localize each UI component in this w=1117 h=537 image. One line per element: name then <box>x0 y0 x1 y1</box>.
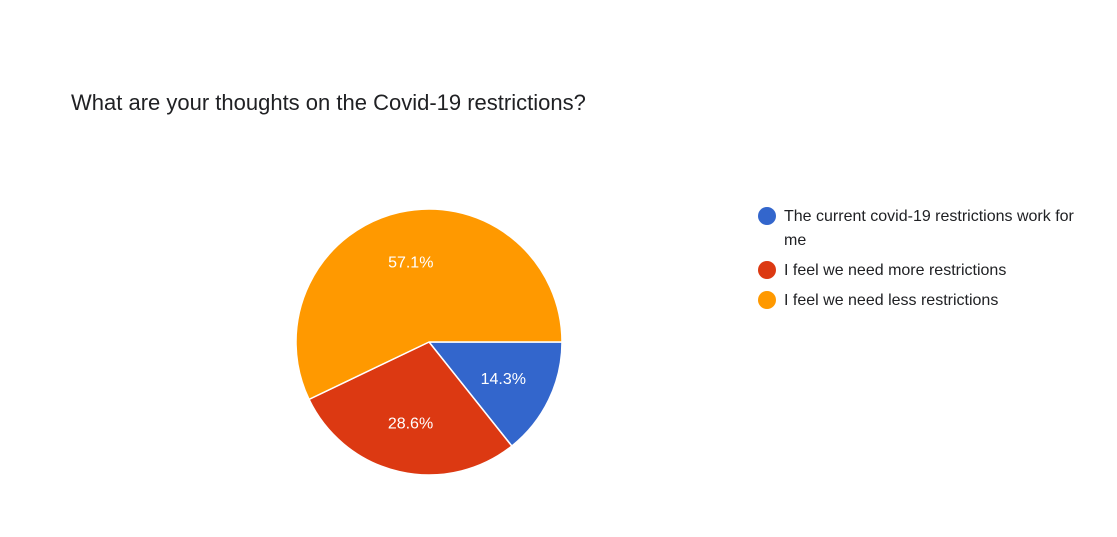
legend-label-current-restrictions: The current covid-19 restrictions work f… <box>784 208 1074 249</box>
legend-swatch-less-restrictions <box>758 291 776 309</box>
pie-slice-current-restrictions[interactable] <box>427 341 563 448</box>
legend-label-more-restrictions: I feel we need more restrictions <box>784 262 1007 279</box>
pie-slice-less-restrictions[interactable] <box>295 208 563 401</box>
pie-slices <box>295 208 563 476</box>
pie-label-current-restrictions: 14.3% <box>481 371 526 388</box>
legend-item-current-restrictions[interactable]: The current covid-19 restrictions work f… <box>758 205 1098 253</box>
pie-label-more-restrictions: 28.6% <box>388 415 433 432</box>
legend-item-less-restrictions[interactable]: I feel we need less restrictions <box>758 289 1098 313</box>
legend-swatch-more-restrictions <box>758 261 776 279</box>
legend-item-more-restrictions[interactable]: I feel we need more restrictions <box>758 259 1098 283</box>
pie-labels: 14.3% 28.6% 57.1% <box>388 255 526 433</box>
legend: The current covid-19 restrictions work f… <box>758 205 1098 319</box>
chart-title: What are your thoughts on the Covid-19 r… <box>71 90 586 115</box>
legend-swatch-current-restrictions <box>758 207 776 225</box>
pie-label-less-restrictions: 57.1% <box>388 255 433 272</box>
legend-label-less-restrictions: I feel we need less restrictions <box>784 292 999 309</box>
